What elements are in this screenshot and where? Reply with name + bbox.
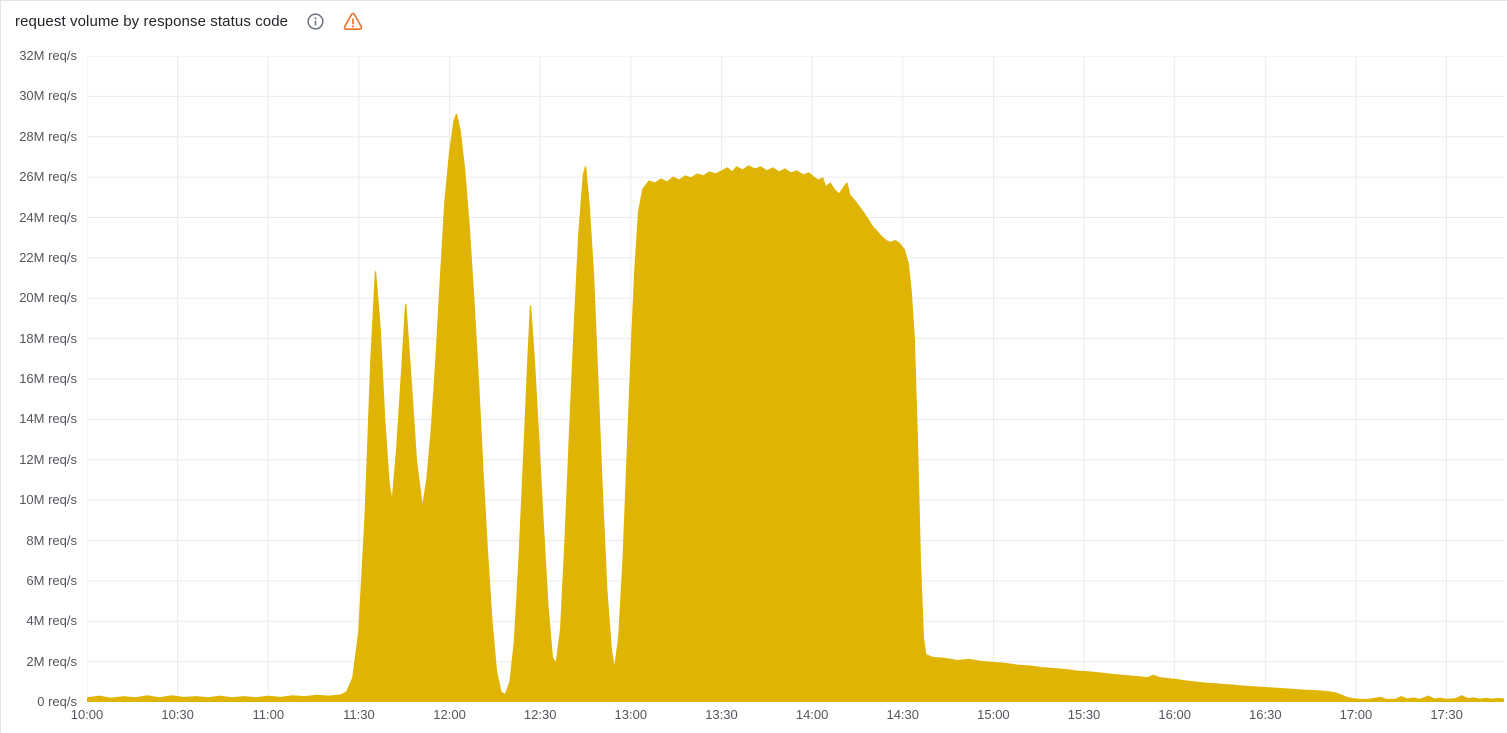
x-axis: 10:00 10:30 11:00 11:30 12:00 12:30 13:00 13:30… xyxy=(71,707,1504,729)
x-tick-label: 15:00 xyxy=(977,707,1010,722)
plot-svg[interactable] xyxy=(86,55,1505,703)
x-tick-label: 17:00 xyxy=(1339,707,1373,722)
x-tick-label: 16:00 xyxy=(1158,707,1191,722)
series-area[interactable] xyxy=(86,113,1505,703)
y-tick-label: 14M req/s xyxy=(19,411,77,427)
x-tick-label: 13:00 xyxy=(614,707,648,722)
y-tick-label: 0 req/s xyxy=(37,694,77,709)
y-tick-label: 4M req/s xyxy=(26,613,77,629)
y-tick-label: 28M req/s xyxy=(19,128,77,144)
y-tick-label: 6M req/s xyxy=(26,572,77,588)
y-tick-label: 26M req/s xyxy=(19,169,77,185)
x-tick-label: 14:00 xyxy=(795,707,829,722)
x-tick-label: 10:00 xyxy=(70,707,104,722)
warning-icon[interactable] xyxy=(343,12,363,31)
y-tick-label: 30M req/s xyxy=(19,88,77,104)
x-tick-label: 10:30 xyxy=(161,707,194,722)
y-tick-label: 8M req/s xyxy=(26,532,77,548)
y-tick-label: 32M req/s xyxy=(19,48,77,63)
x-tick-label: 17:30 xyxy=(1430,707,1463,722)
x-tick-label: 11:30 xyxy=(343,707,375,722)
y-tick-label: 22M req/s xyxy=(19,249,77,265)
y-axis: 0 req/s 2M req/s 4M req/s 6M req/s 8M req/s 1… xyxy=(1,48,81,709)
y-tick-label: 18M req/s xyxy=(19,330,77,346)
y-tick-label: 12M req/s xyxy=(19,451,77,467)
x-tick-label: 13:30 xyxy=(705,707,738,722)
x-tick-label: 15:30 xyxy=(1067,707,1101,722)
y-tick-label: 20M req/s xyxy=(19,290,77,306)
x-tick-label: 14:30 xyxy=(886,707,920,722)
x-tick-label: 11:00 xyxy=(252,707,285,722)
y-tick-label: 10M req/s xyxy=(19,492,77,508)
x-tick-label: 16:30 xyxy=(1249,707,1282,722)
x-tick-label: 12:00 xyxy=(433,707,466,722)
panel-title[interactable]: request volume by response status code xyxy=(15,12,289,30)
y-tick-label: 24M req/s xyxy=(19,209,77,225)
y-tick-label: 16M req/s xyxy=(19,371,77,386)
y-tick-label: 2M req/s xyxy=(26,653,77,669)
info-icon[interactable] xyxy=(307,12,324,30)
x-tick-label: 12:30 xyxy=(523,707,557,722)
panel-header: request volume by response status code xyxy=(1,1,1507,41)
chart-plot-area[interactable] xyxy=(86,55,1505,703)
